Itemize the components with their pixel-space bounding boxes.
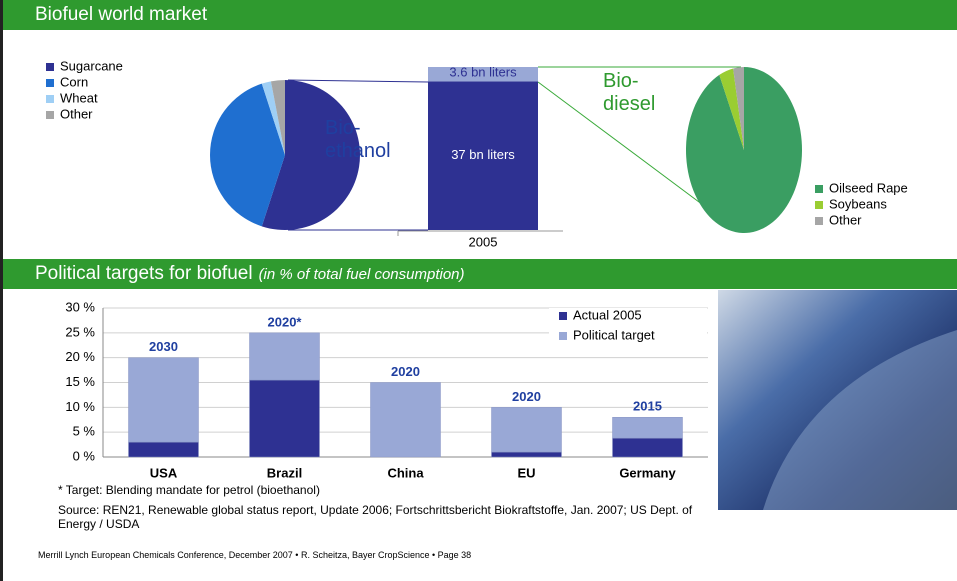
section-title: Biofuel world market: [35, 4, 208, 25]
legend-label: Wheat: [60, 90, 98, 105]
bar-segment: [612, 417, 683, 439]
bar-annotation: 2020: [512, 389, 541, 404]
series-label: Bio- diesel: [603, 70, 656, 115]
bar-segment: [428, 67, 538, 82]
bar-segment: [249, 332, 320, 381]
bar-annotation: 2015: [633, 399, 662, 414]
bar-segment: [128, 441, 199, 458]
pie-slice: [270, 80, 285, 155]
legend-label: Sugarcane: [60, 58, 123, 73]
pie-slice: [733, 67, 744, 150]
bar-segment: [491, 407, 562, 453]
legend-label: Actual 2005: [573, 307, 642, 322]
section-header: Biofuel world market: [3, 0, 957, 30]
bar-value-label: 3.6 bn liters: [449, 65, 517, 80]
legend-swatch: [46, 111, 54, 119]
bar-annotation: 2020*: [268, 314, 303, 329]
y-tick-label: 30 %: [65, 299, 95, 314]
x-tick-label: Brazil: [267, 465, 302, 480]
legend-label: Other: [60, 106, 93, 121]
y-tick-label: 15 %: [65, 374, 95, 389]
legend-label: Corn: [60, 74, 88, 89]
section-subtitle: (in % of total fuel consumption): [258, 266, 465, 283]
legend-label: Oilseed Rape: [829, 180, 908, 195]
y-tick-label: 5 %: [73, 424, 96, 439]
series-label: Bio- ethanol: [325, 117, 391, 162]
legend-swatch: [815, 201, 823, 209]
legend-label: Other: [829, 212, 862, 227]
legend-swatch: [46, 63, 54, 71]
bar-segment: [491, 451, 562, 458]
legend-label: Political target: [573, 327, 655, 342]
bar-segment: [428, 81, 538, 230]
connector: [287, 79, 429, 83]
bar-value-label: 37 bn liters: [451, 147, 515, 162]
x-tick-label: Germany: [619, 465, 676, 480]
section-title: Political targets for biofuel: [35, 263, 253, 284]
y-tick-label: 20 %: [65, 349, 95, 364]
y-tick-label: 0 %: [73, 448, 96, 463]
x-tick-label: China: [387, 465, 424, 480]
pie-slice: [209, 83, 285, 227]
legend-box: [549, 308, 707, 352]
pie-slice: [719, 68, 744, 150]
legend-swatch: [559, 312, 567, 320]
bar-annotation: 2020: [391, 364, 420, 379]
x-tick-label: EU: [517, 465, 535, 480]
y-tick-label: 25 %: [65, 324, 95, 339]
legend-label: Soybeans: [829, 196, 887, 211]
pie-slice: [261, 81, 285, 155]
bar-segment: [249, 379, 320, 458]
legend-swatch: [46, 95, 54, 103]
bar-annotation: 2030: [149, 339, 178, 354]
legend-swatch: [559, 332, 567, 340]
footer: Merrill Lynch European Chemicals Confere…: [38, 550, 472, 560]
footnote: * Target: Blending mandate for petrol (b…: [58, 483, 320, 497]
x-tick-label: USA: [150, 465, 178, 480]
x-tick-label: 2005: [469, 234, 498, 249]
legend-swatch: [46, 79, 54, 87]
y-tick-label: 10 %: [65, 399, 95, 414]
bar-segment: [370, 382, 441, 458]
connector: [537, 81, 704, 206]
bar-segment: [128, 357, 199, 443]
pie-slice: [261, 80, 360, 230]
photo-detail: [763, 330, 957, 510]
legend-swatch: [815, 217, 823, 225]
legend-swatch: [815, 185, 823, 193]
section-header: Political targets for biofuel (in % of to…: [3, 259, 957, 289]
bar-segment: [612, 437, 683, 458]
source: Source: REN21, Renewable global status r…: [58, 503, 693, 531]
